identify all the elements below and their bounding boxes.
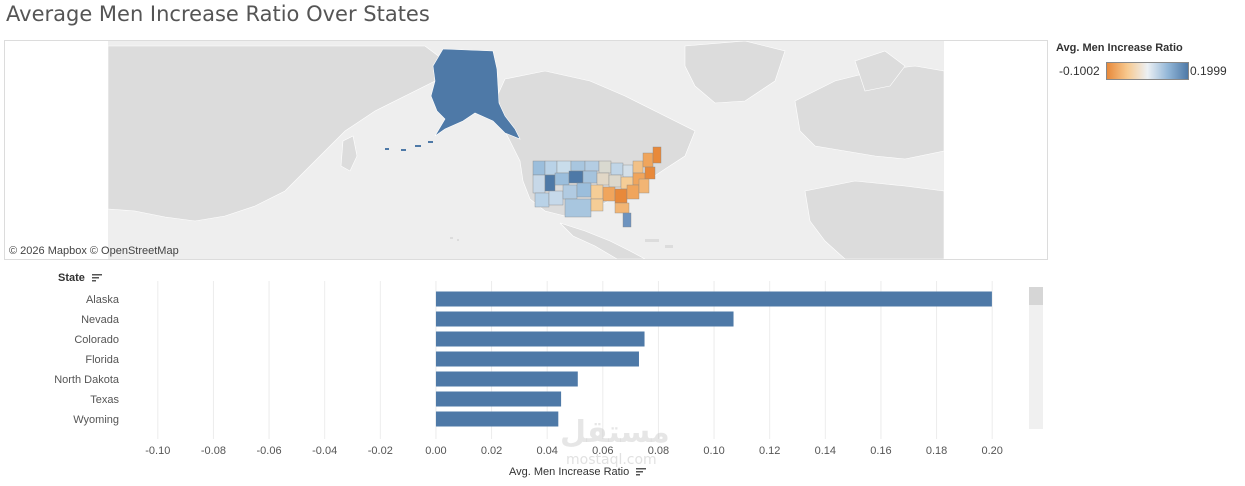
bar-chart-canvas: -0.10 -0.08 -0.06 -0.04 -0.02 0.00 0.02 0.04 0.0… bbox=[54, 281, 1043, 457]
bar-wyoming[interactable] bbox=[435, 411, 559, 427]
dashboard-title: Average Men Increase Ratio Over States bbox=[6, 2, 430, 26]
axis-sort-icon[interactable] bbox=[636, 468, 647, 476]
state-label: Florida bbox=[85, 354, 120, 366]
legend-scale: -0.1002 0.1999 bbox=[1056, 61, 1241, 81]
state-label: Alaska bbox=[86, 294, 120, 306]
x-tick-label: 0.18 bbox=[926, 445, 947, 457]
x-axis-title[interactable]: Avg. Men Increase Ratio bbox=[509, 466, 647, 478]
state-column-header[interactable]: State bbox=[58, 272, 102, 284]
x-tick-label: -0.04 bbox=[312, 445, 337, 457]
x-tick-label: 0.16 bbox=[870, 445, 891, 457]
bar-north-dakota[interactable] bbox=[435, 371, 578, 387]
scrollbar-track[interactable] bbox=[1029, 287, 1043, 429]
x-tick-label: 0.04 bbox=[536, 445, 557, 457]
caribbean-islands bbox=[450, 237, 673, 248]
us-states[interactable] bbox=[532, 146, 662, 228]
state-header-label: State bbox=[58, 272, 85, 284]
map-canvas[interactable] bbox=[5, 41, 1047, 259]
x-tick-label: 0.10 bbox=[703, 445, 724, 457]
bar-texas[interactable] bbox=[435, 391, 562, 407]
x-tick-label: -0.10 bbox=[145, 445, 170, 457]
map-attribution[interactable]: © 2026 Mapbox © OpenStreetMap bbox=[9, 245, 179, 257]
x-tick-label: 0.06 bbox=[592, 445, 613, 457]
x-tick-label: -0.06 bbox=[257, 445, 282, 457]
x-tick-label: 0.00 bbox=[425, 445, 446, 457]
x-tick-label: 0.14 bbox=[815, 445, 836, 457]
alaska-region[interactable] bbox=[430, 48, 521, 140]
x-tick-label: -0.08 bbox=[201, 445, 226, 457]
watermark-url: mostaql.com bbox=[566, 452, 657, 468]
bar-colorado[interactable] bbox=[435, 331, 645, 347]
x-tick-label: 0.12 bbox=[759, 445, 780, 457]
x-tick-label: -0.02 bbox=[368, 445, 393, 457]
watermark-logo: مستقل bbox=[560, 415, 670, 450]
map-view[interactable]: © 2026 Mapbox © OpenStreetMap bbox=[4, 40, 1048, 260]
state-label: Nevada bbox=[81, 314, 120, 326]
aleutian-islands bbox=[385, 141, 433, 151]
x-tick-label: 0.20 bbox=[981, 445, 1002, 457]
state-label: Texas bbox=[90, 394, 119, 406]
bar-alaska[interactable] bbox=[435, 291, 992, 307]
x-tick-label: 0.08 bbox=[648, 445, 669, 457]
legend-min-label: -0.1002 bbox=[1059, 64, 1100, 78]
legend-max-label: 0.1999 bbox=[1190, 64, 1227, 78]
state-label: Wyoming bbox=[73, 414, 119, 426]
bar-chart: -0.10 -0.08 -0.06 -0.04 -0.02 0.00 0.02 0.04 0.0… bbox=[0, 265, 1245, 486]
state-label: North Dakota bbox=[54, 374, 120, 386]
state-label: Colorado bbox=[74, 334, 119, 346]
x-axis-title-label: Avg. Men Increase Ratio bbox=[509, 466, 630, 478]
legend-gradient bbox=[1106, 62, 1189, 80]
scrollbar-thumb[interactable] bbox=[1029, 287, 1043, 305]
sort-icon[interactable] bbox=[91, 274, 102, 282]
legend-title: Avg. Men Increase Ratio bbox=[1056, 42, 1183, 54]
bar-nevada[interactable] bbox=[435, 311, 734, 327]
x-tick-label: 0.02 bbox=[481, 445, 502, 457]
color-legend: Avg. Men Increase Ratio -0.1002 0.1999 bbox=[1056, 42, 1241, 81]
bar-florida[interactable] bbox=[435, 351, 639, 367]
